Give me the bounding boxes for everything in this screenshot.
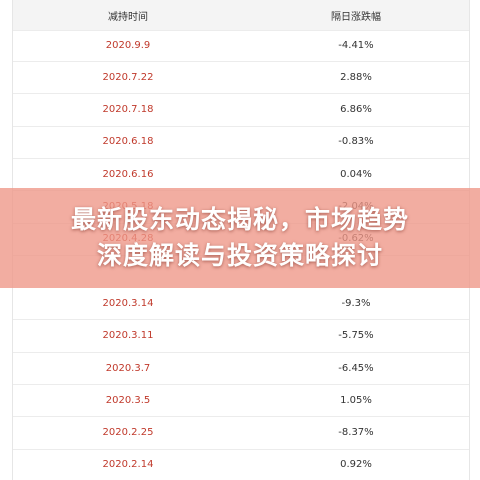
banner: 最新股东动态揭秘，市场趋势 深度解读与投资策略探讨	[0, 188, 480, 288]
date-cell: 2020.2.25	[102, 427, 154, 439]
header-cell: 减持时间	[108, 11, 148, 23]
change-cell: -0.83%	[338, 136, 374, 148]
date-cell: 2020.9.9	[105, 39, 151, 51]
banner-title-line: 深度解读与投资策略探讨	[96, 241, 383, 270]
date-cell: 2020.3.5	[105, 394, 151, 406]
header-cell: 隔日涨跌幅	[331, 11, 381, 23]
change-cell: 2.88%	[340, 71, 372, 83]
date-cell: 2020.3.14	[102, 297, 154, 309]
table-row: 2020.6.18 -0.83%	[13, 126, 469, 159]
date-cell: 2020.6.18	[102, 136, 154, 148]
table-row: 2020.6.16 0.04%	[13, 158, 469, 192]
change-cell: -4.41%	[338, 39, 374, 51]
date-cell: 2020.3.7	[105, 362, 151, 374]
table-row: 2020.3.11 -5.75%	[13, 320, 469, 353]
date-cell: 2020.7.22	[102, 71, 154, 83]
date-cell: 2020.7.18	[102, 104, 154, 116]
change-cell: 1.05%	[340, 394, 372, 406]
change-cell: -5.75%	[338, 330, 374, 342]
table-row: 2020.3.14 -9.3%	[13, 287, 469, 321]
table-row: 2020.2.14 0.92%	[13, 449, 469, 480]
date-cell: 2020.2.14	[102, 459, 154, 471]
change-cell: 6.86%	[340, 104, 372, 116]
table-header: 减持时间 隔日涨跌幅	[13, 0, 469, 31]
date-cell: 2020.3.11	[102, 330, 154, 342]
table-row: 2020.3.5 1.05%	[13, 384, 469, 418]
date-cell: 2020.6.16	[102, 168, 154, 180]
table-row: 2020.7.18 6.86%	[13, 94, 469, 127]
table-row: 2020.9.9 -4.41%	[13, 29, 469, 62]
change-cell: -9.3%	[341, 297, 371, 309]
table-row: 2020.3.7 -6.45%	[13, 352, 469, 385]
change-cell: 0.04%	[340, 168, 372, 180]
change-cell: -8.37%	[338, 427, 374, 439]
table-row: 2020.7.22 2.88%	[13, 61, 469, 95]
change-cell: 0.92%	[340, 459, 372, 471]
banner-title-line: 最新股东动态揭秘，市场趋势	[70, 205, 409, 234]
change-cell: -6.45%	[338, 362, 374, 374]
table-row: 2020.2.25 -8.37%	[13, 417, 469, 450]
